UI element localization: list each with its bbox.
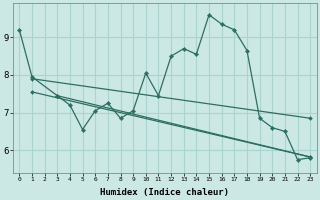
X-axis label: Humidex (Indice chaleur): Humidex (Indice chaleur) <box>100 188 229 197</box>
